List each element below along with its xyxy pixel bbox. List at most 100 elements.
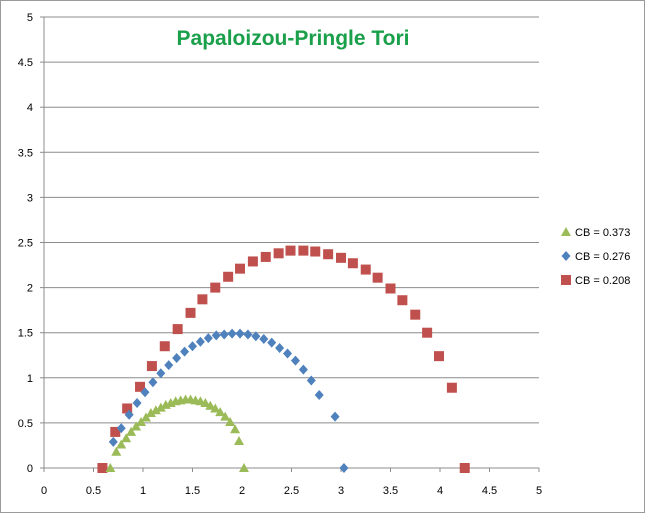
data-points (97, 245, 470, 473)
data-point (116, 439, 127, 449)
data-point (336, 252, 346, 263)
y-tick-label: 0 (27, 463, 33, 475)
legend-marker (561, 227, 571, 236)
legend-label: CB = 0.276 (575, 251, 630, 263)
data-point (446, 382, 457, 393)
data-point (323, 249, 334, 260)
data-point (220, 411, 231, 421)
data-point (121, 433, 132, 443)
data-point (188, 341, 197, 352)
series-diamond (108, 328, 349, 473)
data-point (155, 402, 166, 412)
data-point (110, 426, 121, 437)
legend: CB = 0.373 CB = 0.276 CB = 0.208 (561, 227, 630, 287)
x-tick-label: 5 (536, 485, 542, 497)
data-point (235, 328, 245, 339)
chart-title: Papaloizou-Pringle Tori (177, 27, 410, 50)
y-tick-label: 2 (27, 283, 33, 295)
data-point (260, 251, 271, 262)
data-point (410, 309, 421, 320)
data-point (97, 463, 108, 473)
y-tick-label: 3.5 (18, 147, 33, 159)
data-point (275, 343, 285, 354)
data-point (330, 411, 340, 422)
data-point (243, 329, 253, 340)
x-tick-label: 3 (338, 485, 344, 497)
x-tick-label: 3.5 (383, 485, 398, 497)
x-tick-label: 1 (140, 485, 146, 497)
data-point (306, 375, 316, 386)
data-point (397, 295, 408, 306)
data-point (159, 341, 170, 352)
data-point (146, 361, 157, 372)
data-point (347, 258, 358, 269)
data-point (195, 336, 205, 347)
y-tick-label: 2.5 (18, 238, 33, 250)
data-point (314, 389, 324, 400)
data-point (131, 421, 142, 431)
data-point (210, 403, 221, 413)
data-point (267, 337, 277, 348)
data-point (140, 412, 151, 422)
data-point (122, 403, 133, 414)
data-point (172, 324, 183, 335)
data-point (140, 387, 150, 398)
data-point (385, 283, 396, 294)
data-point (205, 400, 216, 410)
data-point (298, 364, 308, 375)
data-point (164, 360, 174, 371)
data-point (247, 256, 258, 267)
data-point (116, 423, 126, 434)
data-point (360, 264, 371, 275)
legend-entry: CB = 0.373 (561, 227, 630, 239)
y-tick-label: 4 (27, 102, 33, 114)
data-point (111, 446, 122, 456)
data-point (223, 271, 234, 282)
legend-marker (561, 275, 571, 285)
data-point (219, 329, 229, 340)
data-point (283, 348, 293, 359)
legend-label: CB = 0.373 (575, 227, 630, 239)
x-tick-label: 1.5 (185, 485, 200, 497)
data-point (145, 407, 156, 417)
legend-marker (561, 251, 571, 261)
y-tick-label: 5 (27, 12, 33, 24)
x-tick-labels: 0 0.5 1 1.5 2 2.5 3 3.5 4 4.5 5 (41, 485, 542, 497)
data-point (200, 398, 211, 408)
data-point (372, 272, 383, 283)
data-point (108, 436, 118, 447)
data-point (310, 246, 321, 257)
data-point (251, 331, 261, 342)
y-tick-label: 1.5 (18, 328, 33, 340)
y-tick-label: 4.5 (18, 57, 33, 69)
x-tick-label: 4.5 (482, 485, 497, 497)
data-point (235, 263, 246, 274)
data-point (227, 328, 237, 339)
data-point (105, 463, 116, 472)
data-point (156, 368, 166, 379)
data-point (124, 409, 134, 420)
data-point (225, 416, 236, 426)
axes (40, 16, 540, 472)
data-point (132, 398, 142, 409)
data-point (298, 245, 309, 256)
data-point (197, 294, 208, 305)
data-point (211, 330, 221, 341)
data-point (172, 352, 182, 363)
data-point (285, 245, 296, 256)
x-tick-label: 2 (239, 485, 245, 497)
data-point (259, 334, 269, 345)
data-point (210, 282, 221, 293)
gridlines (44, 16, 539, 424)
data-point (136, 416, 147, 426)
data-point (185, 307, 196, 318)
data-point (150, 405, 161, 415)
data-point (422, 327, 433, 338)
data-point (434, 351, 445, 362)
legend-label: CB = 0.208 (575, 275, 630, 287)
data-point (290, 355, 300, 366)
data-point (273, 248, 284, 259)
x-tick-label: 0.5 (86, 485, 101, 497)
